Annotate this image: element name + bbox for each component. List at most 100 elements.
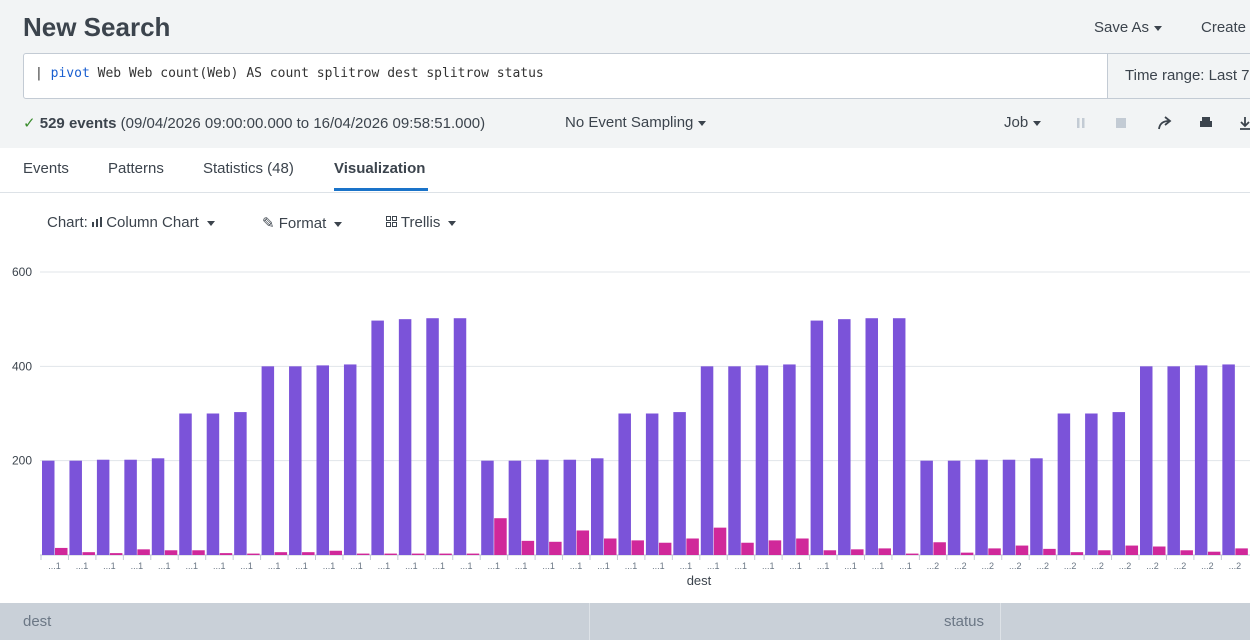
bar — [920, 460, 933, 555]
search-query[interactable]: | pivot Web Web count(Web) AS count spli… — [35, 66, 544, 81]
y-tick-label: 600 — [12, 265, 32, 279]
bar — [713, 527, 727, 555]
bar — [851, 549, 864, 555]
bar — [411, 553, 425, 555]
bar — [960, 552, 974, 555]
x-tick-label: ...1 — [487, 561, 500, 571]
bar — [219, 553, 233, 555]
time-range[interactable]: Time range: Last 7 — [1125, 67, 1250, 84]
create-button[interactable]: Create — [1201, 19, 1247, 36]
bar — [783, 364, 796, 555]
column-header[interactable]: dest — [23, 613, 52, 630]
job-label: Job — [1004, 114, 1029, 131]
column-header[interactable]: status — [944, 613, 985, 630]
bar — [302, 552, 315, 555]
chart-label: Chart: — [47, 214, 88, 231]
bar — [1167, 366, 1180, 555]
x-tick-label: ...1 — [268, 561, 281, 571]
x-tick-label: ...1 — [405, 561, 418, 571]
bar — [576, 530, 590, 555]
export-icon[interactable] — [1240, 117, 1250, 130]
x-tick-label: ...1 — [652, 561, 665, 571]
share-icon[interactable] — [1158, 116, 1172, 130]
x-tick-label: ...1 — [515, 561, 528, 571]
check: ✓ — [23, 115, 36, 132]
bar — [329, 550, 342, 555]
bar — [673, 412, 686, 555]
save-as-button[interactable]: Save As — [1094, 19, 1163, 36]
bar — [741, 542, 754, 555]
x-tick-label: ...2 — [1091, 561, 1104, 571]
x-tick-label: ...1 — [185, 561, 198, 571]
x-tick-label: ...1 — [762, 561, 775, 571]
bar — [549, 541, 562, 555]
bar — [1235, 548, 1248, 555]
event-range: (09/04/2026 09:00:00.000 to 16/04/2026 0… — [120, 115, 486, 132]
bar — [1112, 412, 1126, 555]
stop-icon[interactable] — [1116, 118, 1126, 128]
bar — [591, 458, 604, 555]
table-header — [0, 603, 1250, 640]
x-tick-label: ...1 — [734, 561, 747, 571]
bar — [988, 548, 1001, 555]
x-tick-label: ...1 — [899, 561, 912, 571]
x-tick-label: ...2 — [1201, 561, 1214, 571]
divider — [0, 192, 1250, 193]
x-tick-label: ...2 — [1036, 561, 1049, 571]
sampling-menu[interactable]: No Event Sampling — [565, 114, 707, 131]
tab-active[interactable]: Visualization — [334, 160, 426, 177]
page-title: New Search — [23, 12, 171, 42]
bar — [686, 538, 699, 555]
pause-icon[interactable] — [1077, 118, 1080, 128]
search-bar[interactable] — [23, 53, 1250, 99]
bar — [316, 365, 329, 555]
x-tick-label: ...1 — [240, 561, 253, 571]
tab[interactable]: Events — [23, 160, 69, 177]
bar — [1180, 550, 1193, 555]
bar — [164, 550, 178, 555]
x-tick-label: ...1 — [625, 561, 638, 571]
x-axis-title: dest — [687, 573, 712, 588]
bar — [1098, 550, 1111, 555]
bar — [82, 552, 95, 555]
tab[interactable]: Statistics (48) — [203, 160, 294, 177]
x-tick-label: ...1 — [460, 561, 473, 571]
bar — [466, 553, 480, 555]
job-menu[interactable]: Job — [1004, 114, 1042, 131]
print-icon[interactable] — [1200, 121, 1212, 127]
sampling-label: No Event Sampling — [565, 114, 694, 131]
trellis-menu[interactable]: Trellis — [386, 214, 457, 231]
x-tick-label: ...1 — [48, 561, 61, 571]
bar — [1207, 551, 1221, 555]
event-status: ✓ 529 events (09/04/2026 09:00:00.000 to… — [23, 114, 485, 132]
x-tick-label: ...1 — [817, 561, 830, 571]
bar — [508, 460, 522, 555]
bar — [289, 366, 302, 555]
bar — [42, 460, 55, 555]
bar — [453, 318, 467, 555]
tab-underline — [334, 188, 428, 191]
x-tick-label: ...1 — [707, 561, 720, 571]
bar — [481, 460, 494, 555]
format-menu[interactable]: ✎ Format — [262, 214, 343, 232]
bar — [947, 460, 961, 555]
bar — [151, 458, 165, 555]
trellis-icon — [386, 216, 397, 227]
bar — [796, 538, 809, 555]
x-tick-label: ...1 — [597, 561, 610, 571]
chart: 200 400 600 ...1 ...1 ...1 ...1 ...1 ...1 ...1...… — [12, 265, 1250, 588]
y-tick-label: 200 — [12, 454, 32, 468]
chart-type-menu[interactable]: Chart: Column Chart — [47, 214, 215, 231]
bar — [810, 320, 824, 555]
bar — [206, 413, 220, 555]
bar — [1057, 413, 1071, 555]
tab[interactable]: Patterns — [108, 160, 164, 177]
bar — [700, 366, 714, 555]
x-tick-label: ...1 — [789, 561, 802, 571]
time-range-box[interactable] — [1107, 54, 1250, 98]
args: Web Web count(Web) AS count splitrow des… — [97, 66, 544, 81]
chart-type: Column Chart — [106, 214, 199, 231]
bar — [247, 553, 260, 555]
bar — [1030, 458, 1043, 555]
x-tick-label: ...1 — [76, 561, 89, 571]
